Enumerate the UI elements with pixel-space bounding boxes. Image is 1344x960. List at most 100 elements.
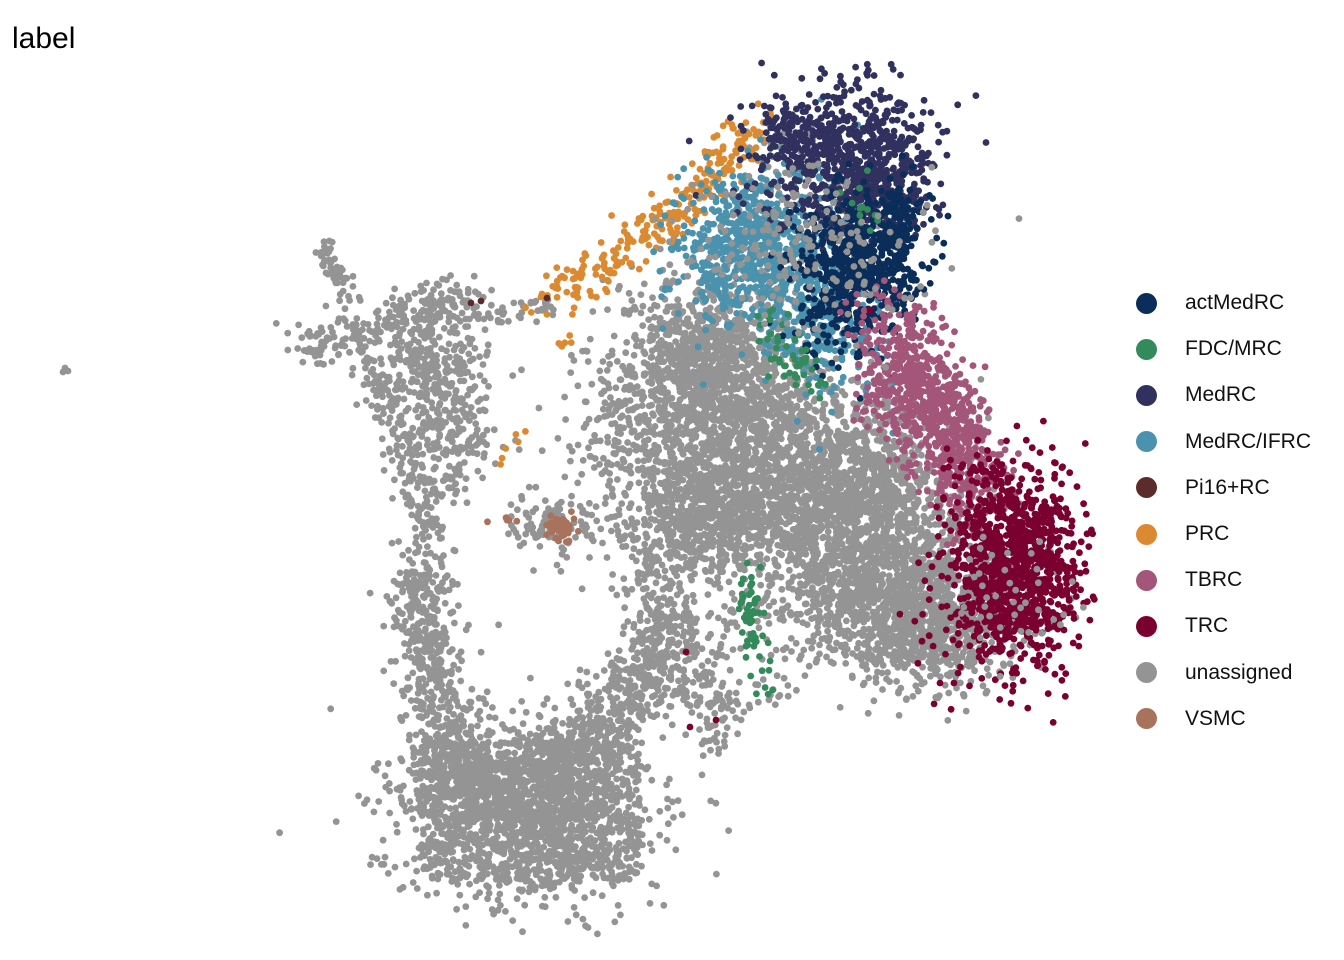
point-unassigned bbox=[601, 808, 609, 815]
point-unassigned bbox=[507, 847, 515, 855]
point-unassigned bbox=[368, 853, 376, 861]
point-unassigned bbox=[472, 420, 480, 428]
point-unassigned bbox=[437, 696, 445, 704]
point-unassigned bbox=[581, 740, 589, 748]
point-unassigned bbox=[393, 820, 400, 828]
point-unassigned bbox=[452, 490, 459, 498]
point-unassigned bbox=[321, 243, 328, 250]
point-unassigned bbox=[628, 645, 636, 653]
point-unassigned bbox=[523, 865, 530, 872]
point-unassigned bbox=[432, 572, 440, 579]
point-unassigned bbox=[450, 499, 457, 507]
point-unassigned bbox=[399, 469, 407, 477]
point-unassigned bbox=[452, 804, 459, 812]
point-unassigned bbox=[435, 443, 443, 451]
point-unassigned bbox=[330, 333, 338, 341]
point-unassigned bbox=[648, 353, 656, 361]
point-unassigned bbox=[374, 405, 381, 413]
point-unassigned bbox=[484, 895, 491, 903]
point-unassigned bbox=[607, 814, 614, 822]
point-unassigned bbox=[645, 815, 653, 823]
point-unassigned bbox=[637, 309, 645, 317]
point-unassigned bbox=[490, 869, 498, 876]
point-unassigned bbox=[349, 272, 357, 280]
point-unassigned bbox=[502, 908, 509, 915]
point-unassigned bbox=[592, 794, 600, 801]
point-unassigned bbox=[641, 806, 649, 814]
point-unassigned bbox=[458, 309, 466, 317]
point-unassigned bbox=[375, 336, 382, 344]
point-unassigned bbox=[632, 786, 640, 794]
point-unassigned bbox=[524, 859, 532, 867]
point-unassigned bbox=[426, 566, 434, 574]
point-unassigned bbox=[462, 475, 470, 482]
point-unassigned bbox=[528, 819, 535, 826]
point-unassigned bbox=[586, 335, 594, 343]
point-unassigned bbox=[593, 814, 601, 822]
point-unassigned bbox=[335, 315, 343, 323]
point-unassigned bbox=[725, 336, 733, 344]
point-unassigned bbox=[454, 364, 462, 372]
point-unassigned bbox=[422, 748, 430, 756]
point-unassigned bbox=[387, 398, 395, 406]
point-unassigned bbox=[749, 331, 756, 339]
point-unassigned bbox=[621, 870, 629, 878]
point-unassigned bbox=[328, 358, 336, 365]
point-unassigned bbox=[425, 323, 433, 330]
point-unassigned bbox=[446, 413, 453, 421]
point-unassigned bbox=[672, 303, 679, 310]
point-unassigned bbox=[501, 810, 509, 818]
point-unassigned bbox=[424, 891, 431, 899]
point-unassigned bbox=[480, 315, 488, 323]
point-unassigned bbox=[417, 791, 424, 799]
point-unassigned bbox=[529, 784, 537, 792]
point-unassigned bbox=[393, 828, 401, 836]
point-unassigned bbox=[425, 479, 433, 486]
point-unassigned bbox=[641, 350, 649, 358]
point-unassigned bbox=[610, 882, 617, 890]
point-unassigned bbox=[515, 797, 522, 805]
point-unassigned bbox=[371, 414, 379, 421]
point-unassigned bbox=[663, 781, 670, 789]
point-unassigned bbox=[464, 285, 472, 293]
point-unassigned bbox=[584, 699, 592, 706]
point-unassigned bbox=[389, 357, 396, 365]
point-unassigned bbox=[411, 855, 418, 863]
point-unassigned bbox=[470, 272, 478, 280]
point-unassigned bbox=[601, 839, 608, 847]
point-unassigned bbox=[514, 729, 522, 736]
point-unassigned bbox=[463, 499, 471, 507]
point-unassigned bbox=[434, 409, 441, 416]
point-unassigned bbox=[475, 310, 482, 318]
point-unassigned bbox=[500, 828, 508, 835]
point-unassigned bbox=[595, 688, 603, 696]
point-unassigned bbox=[476, 889, 483, 896]
point-unassigned bbox=[486, 758, 494, 766]
point-unassigned bbox=[598, 390, 605, 398]
point-unassigned bbox=[414, 760, 422, 768]
point-unassigned bbox=[419, 782, 427, 790]
point-unassigned bbox=[664, 820, 672, 828]
point-unassigned bbox=[640, 372, 648, 379]
point-unassigned bbox=[494, 812, 501, 820]
point-unassigned bbox=[546, 807, 554, 815]
point-unassigned bbox=[406, 556, 413, 564]
point-unassigned bbox=[514, 506, 521, 514]
point-unassigned bbox=[569, 701, 577, 709]
point-unassigned bbox=[514, 763, 521, 771]
point-unassigned bbox=[519, 720, 527, 728]
point-unassigned bbox=[639, 302, 647, 310]
point-unassigned bbox=[628, 297, 636, 304]
point-unassigned bbox=[543, 695, 551, 703]
point-unassigned bbox=[579, 778, 586, 786]
point-unassigned bbox=[482, 751, 490, 759]
point-unassigned bbox=[633, 869, 641, 877]
point-unassigned bbox=[538, 746, 546, 754]
point-unassigned bbox=[348, 371, 356, 379]
point-unassigned bbox=[447, 833, 455, 841]
point-unassigned bbox=[426, 446, 433, 454]
point-unassigned bbox=[613, 784, 621, 792]
point-unassigned bbox=[544, 766, 551, 774]
point-unassigned bbox=[298, 334, 306, 341]
point-unassigned bbox=[501, 739, 509, 747]
